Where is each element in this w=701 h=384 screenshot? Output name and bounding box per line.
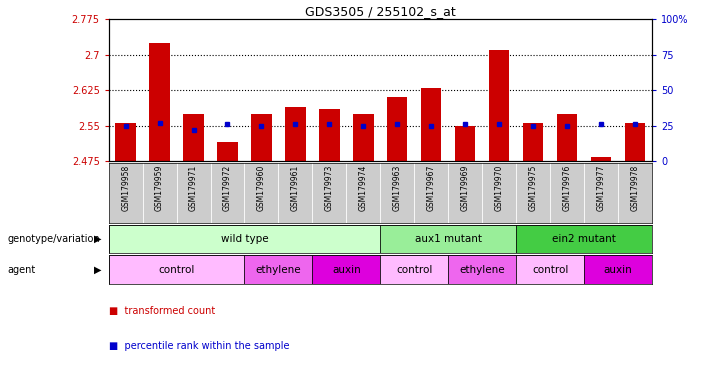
Bar bbox=[245, 255, 313, 284]
Text: GSM179969: GSM179969 bbox=[461, 165, 470, 211]
Bar bbox=[381, 225, 516, 253]
Bar bbox=[319, 109, 339, 161]
Text: control: control bbox=[396, 265, 433, 275]
Bar bbox=[381, 255, 448, 284]
Text: GSM179976: GSM179976 bbox=[562, 165, 571, 211]
Bar bbox=[313, 255, 381, 284]
Text: ▶: ▶ bbox=[94, 265, 102, 275]
Text: GSM179960: GSM179960 bbox=[257, 165, 266, 211]
Text: wild type: wild type bbox=[221, 234, 268, 244]
Text: agent: agent bbox=[7, 265, 35, 275]
Text: control: control bbox=[158, 265, 195, 275]
Text: genotype/variation: genotype/variation bbox=[7, 234, 100, 244]
Bar bbox=[584, 255, 652, 284]
Text: aux1 mutant: aux1 mutant bbox=[415, 234, 482, 244]
Bar bbox=[353, 114, 374, 161]
Text: GSM179958: GSM179958 bbox=[121, 165, 130, 211]
Bar bbox=[489, 50, 510, 161]
Text: GSM179975: GSM179975 bbox=[529, 165, 538, 211]
Text: GSM179967: GSM179967 bbox=[427, 165, 436, 211]
Text: GSM179963: GSM179963 bbox=[393, 165, 402, 211]
Bar bbox=[557, 114, 577, 161]
Text: GSM179971: GSM179971 bbox=[189, 165, 198, 211]
Text: ein2 mutant: ein2 mutant bbox=[552, 234, 616, 244]
Text: auxin: auxin bbox=[604, 265, 632, 275]
Bar bbox=[387, 98, 407, 161]
Text: ethylene: ethylene bbox=[459, 265, 505, 275]
Text: GSM179959: GSM179959 bbox=[155, 165, 164, 211]
Bar bbox=[217, 142, 238, 161]
Bar bbox=[285, 107, 306, 161]
Bar bbox=[184, 114, 204, 161]
Bar bbox=[116, 123, 136, 161]
Text: ■  transformed count: ■ transformed count bbox=[109, 306, 215, 316]
Text: GSM179973: GSM179973 bbox=[325, 165, 334, 211]
Bar bbox=[251, 114, 272, 161]
Bar bbox=[421, 88, 442, 161]
Title: GDS3505 / 255102_s_at: GDS3505 / 255102_s_at bbox=[305, 5, 456, 18]
Text: GSM179972: GSM179972 bbox=[223, 165, 232, 211]
Text: GSM179977: GSM179977 bbox=[597, 165, 606, 211]
Bar bbox=[109, 255, 245, 284]
Bar bbox=[625, 123, 645, 161]
Bar bbox=[109, 225, 381, 253]
Bar bbox=[149, 43, 170, 161]
Bar bbox=[455, 126, 475, 161]
Text: GSM179974: GSM179974 bbox=[359, 165, 368, 211]
Text: GSM179978: GSM179978 bbox=[630, 165, 639, 211]
Text: GSM179961: GSM179961 bbox=[291, 165, 300, 211]
Bar bbox=[591, 157, 611, 161]
Text: GSM179970: GSM179970 bbox=[495, 165, 503, 211]
Text: ■  percentile rank within the sample: ■ percentile rank within the sample bbox=[109, 341, 289, 351]
Bar bbox=[516, 255, 584, 284]
Text: ethylene: ethylene bbox=[256, 265, 301, 275]
Bar bbox=[523, 123, 543, 161]
Bar bbox=[516, 225, 652, 253]
Text: control: control bbox=[532, 265, 569, 275]
Text: ▶: ▶ bbox=[94, 234, 102, 244]
Bar bbox=[448, 255, 516, 284]
Text: auxin: auxin bbox=[332, 265, 361, 275]
